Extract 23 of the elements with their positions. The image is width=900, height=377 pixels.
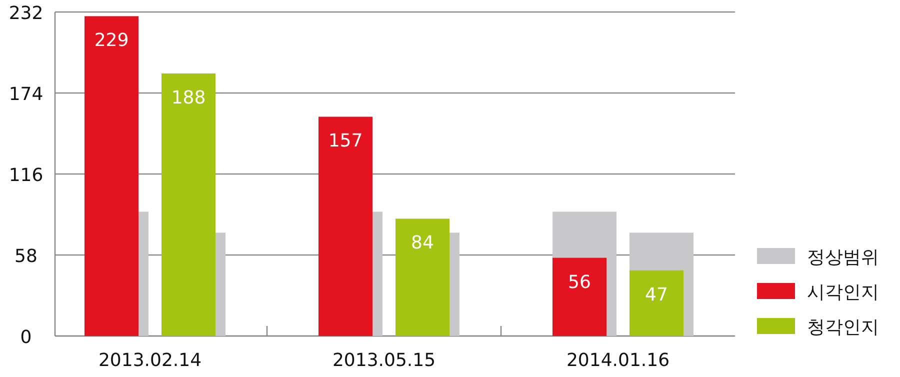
data-label: 56 [568, 272, 591, 293]
y-tick-label: 116 [8, 165, 44, 186]
y-tick-label: 58 [14, 246, 38, 267]
data-label: 157 [328, 130, 363, 152]
y-tick-label: 174 [8, 84, 44, 105]
data-label: 84 [411, 232, 434, 254]
data-label: 188 [171, 87, 206, 108]
legend-label: 정상범위 [807, 247, 879, 268]
data-label: 229 [94, 30, 129, 52]
bar [396, 218, 450, 336]
bar [318, 116, 372, 336]
bar [162, 73, 216, 336]
x-tick-label: 2013.02.14 [98, 350, 202, 371]
y-tick-label: 0 [20, 327, 32, 348]
bar [84, 16, 138, 336]
bar [630, 270, 684, 336]
x-tick-label: 2013.05.15 [332, 350, 436, 371]
legend-label: 시각인지 [807, 282, 879, 303]
legend-label: 청각인지 [807, 317, 879, 338]
y-tick-label: 232 [8, 3, 44, 24]
bar [552, 258, 606, 336]
x-tick-label: 2014.01.16 [566, 350, 670, 371]
data-label: 47 [645, 284, 668, 306]
